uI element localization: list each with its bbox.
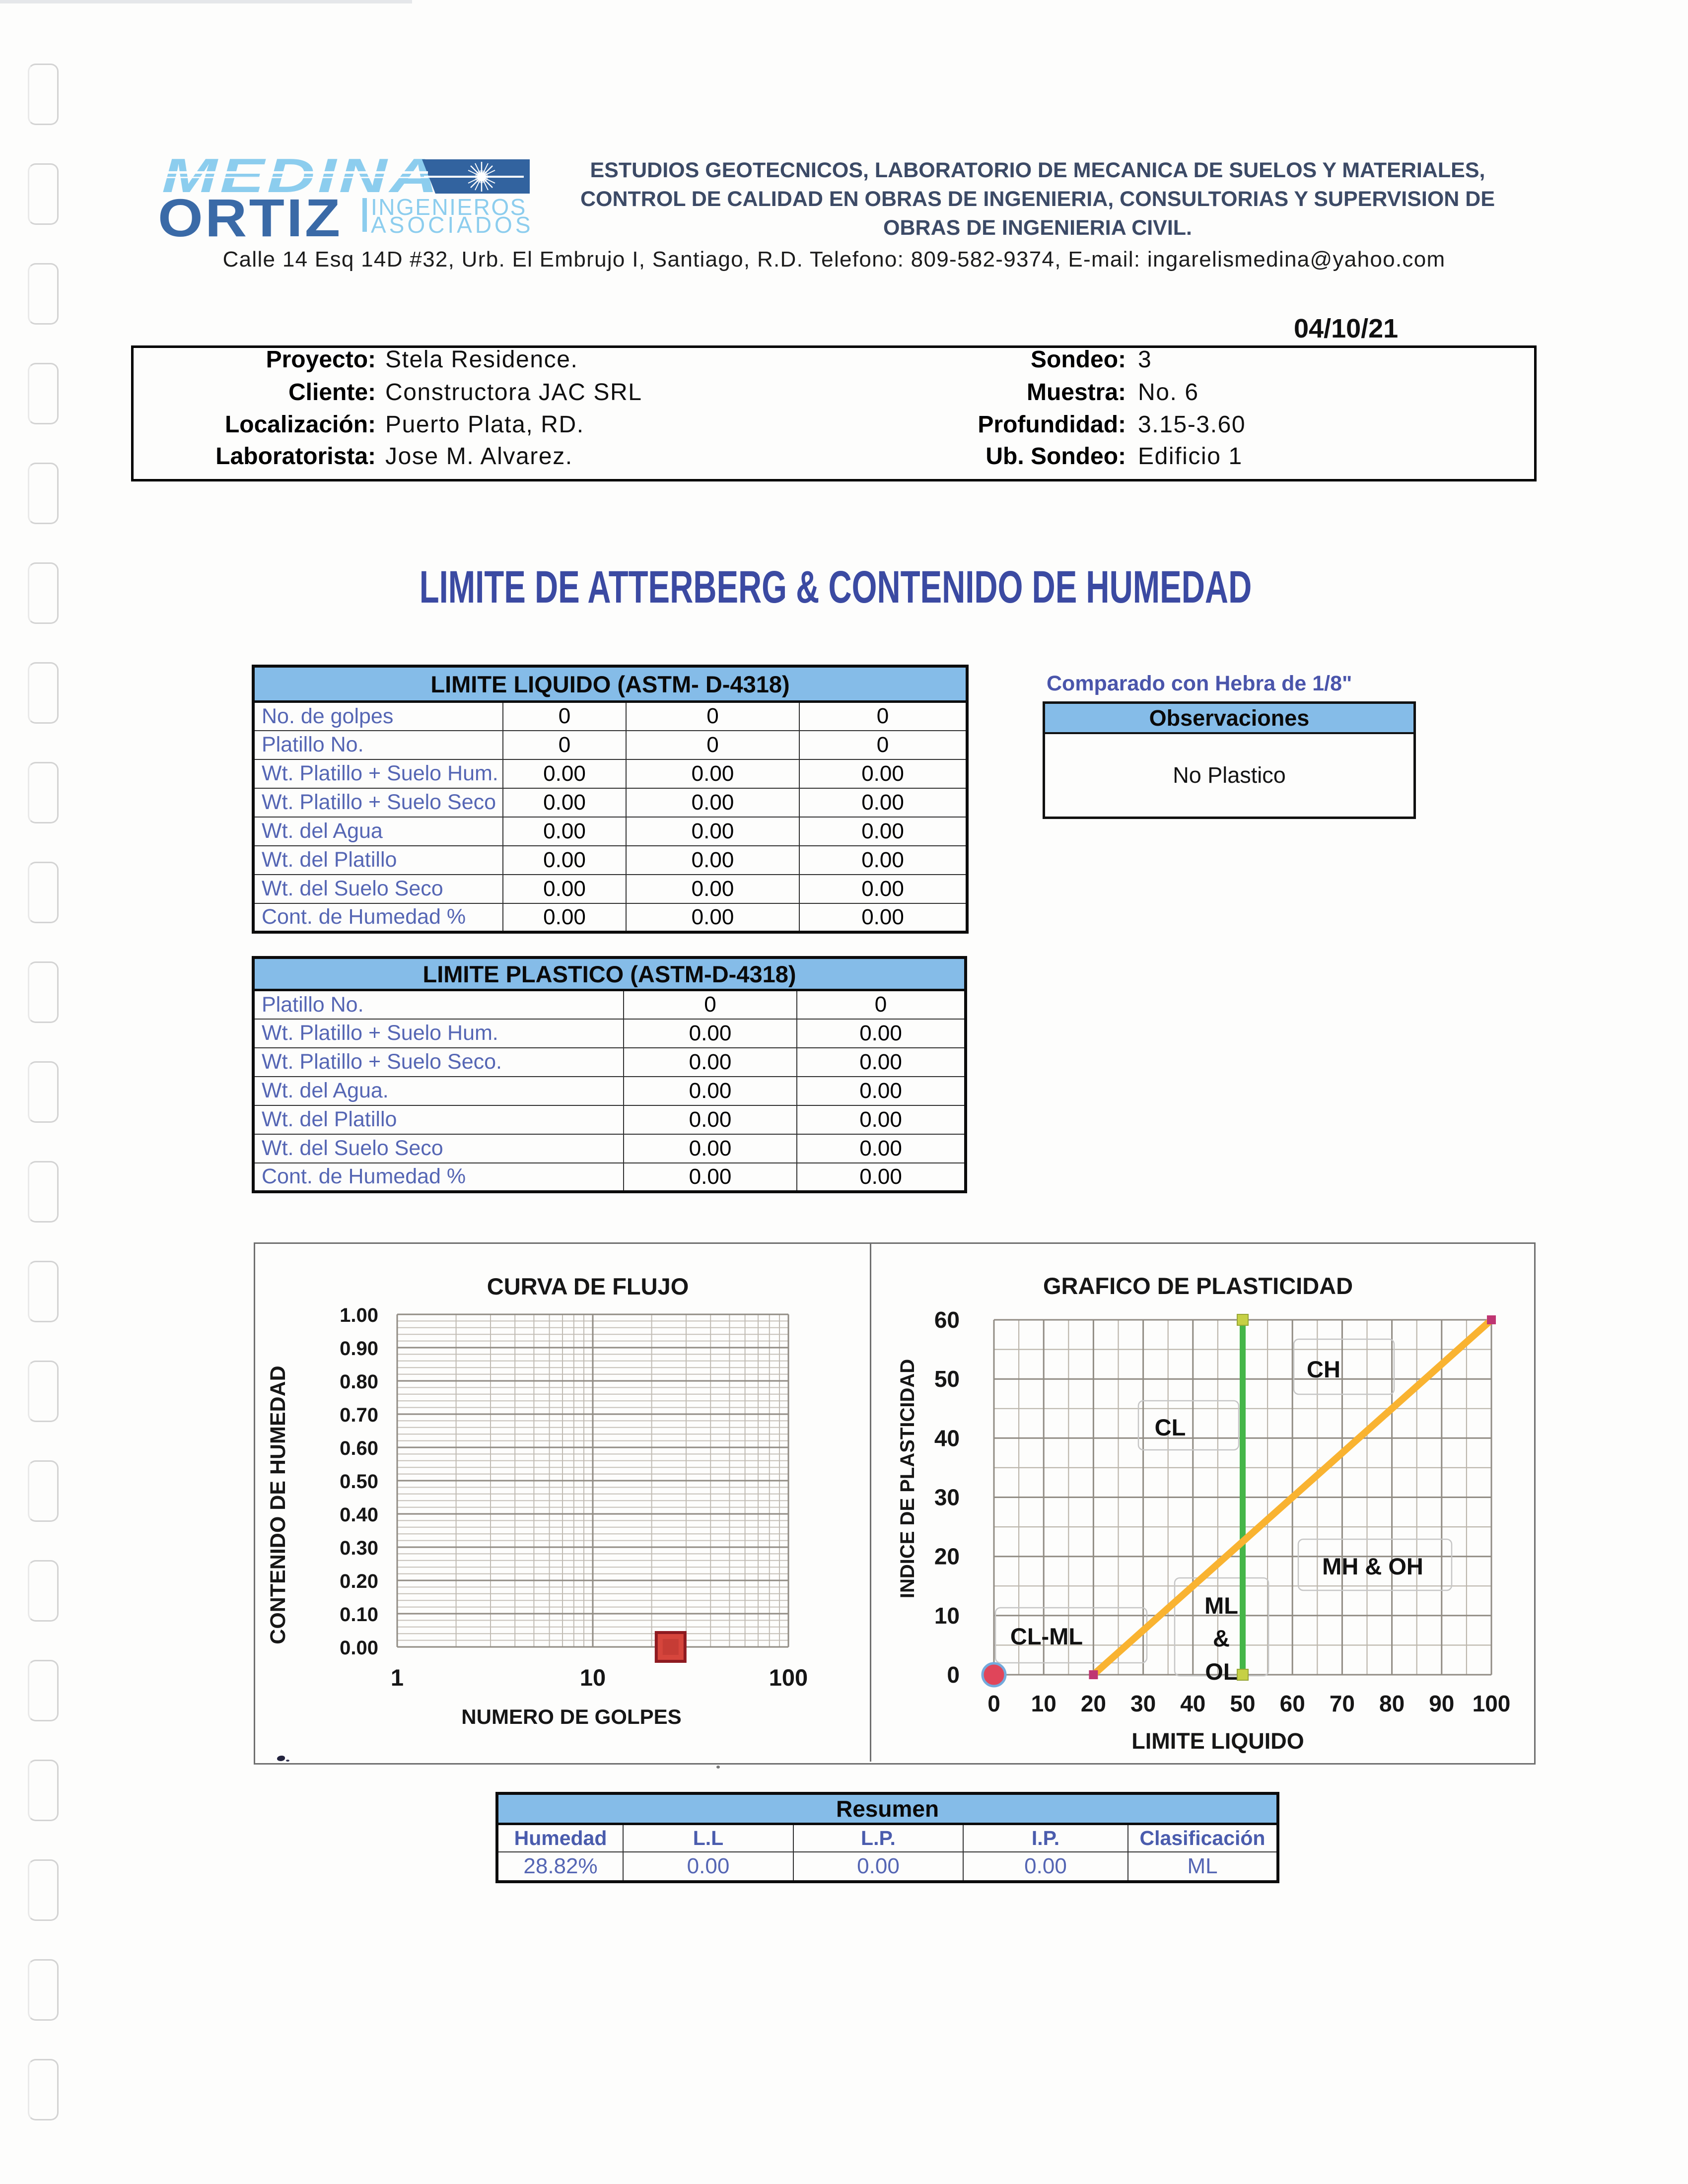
svg-text:20: 20	[1081, 1691, 1106, 1716]
svg-text:CH: CH	[1307, 1356, 1340, 1382]
svg-text:GRAFICO DE PLASTICIDAD: GRAFICO DE PLASTICIDAD	[1043, 1273, 1353, 1299]
svg-text:0.20: 0.20	[340, 1570, 378, 1592]
svg-text:20: 20	[934, 1544, 960, 1570]
svg-text:NUMERO DE GOLPES: NUMERO DE GOLPES	[461, 1705, 681, 1728]
svg-text:CL-ML: CL-ML	[1010, 1623, 1083, 1649]
svg-text:0.30: 0.30	[340, 1537, 378, 1559]
svg-text:OL: OL	[1205, 1658, 1237, 1685]
svg-text:40: 40	[1180, 1691, 1205, 1716]
svg-text:50: 50	[934, 1366, 960, 1392]
svg-text:1.00: 1.00	[340, 1304, 378, 1326]
svg-text:0.60: 0.60	[340, 1437, 378, 1459]
svg-text:CONTENIDO DE HUMEDAD: CONTENIDO DE HUMEDAD	[266, 1365, 290, 1644]
svg-text:60: 60	[1280, 1691, 1305, 1716]
svg-text:0.70: 0.70	[340, 1404, 378, 1426]
svg-text:1: 1	[391, 1664, 404, 1691]
svg-text:10: 10	[1031, 1691, 1056, 1716]
svg-text:0.40: 0.40	[340, 1504, 378, 1526]
svg-text:0: 0	[987, 1691, 1000, 1716]
svg-text:MH & OH: MH & OH	[1322, 1553, 1423, 1579]
svg-text:0.90: 0.90	[340, 1338, 378, 1360]
svg-text:ML: ML	[1204, 1592, 1238, 1619]
svg-text:10: 10	[934, 1603, 960, 1629]
svg-text:0.00: 0.00	[340, 1637, 378, 1659]
svg-text:100: 100	[1473, 1691, 1511, 1716]
svg-text:100: 100	[769, 1664, 808, 1691]
svg-text:0.80: 0.80	[340, 1371, 378, 1393]
svg-text:0.50: 0.50	[340, 1471, 378, 1493]
svg-text:90: 90	[1429, 1691, 1454, 1716]
svg-text:60: 60	[934, 1307, 960, 1333]
svg-text:70: 70	[1330, 1691, 1355, 1716]
svg-text:CL: CL	[1155, 1414, 1186, 1440]
svg-text:CURVA DE FLUJO: CURVA DE FLUJO	[487, 1273, 689, 1299]
svg-text:0: 0	[947, 1662, 960, 1688]
svg-text:30: 30	[1130, 1691, 1156, 1716]
svg-text:50: 50	[1230, 1691, 1255, 1716]
svg-text:80: 80	[1379, 1691, 1405, 1716]
svg-text:10: 10	[580, 1664, 606, 1691]
svg-text:40: 40	[934, 1425, 960, 1451]
svg-text:&: &	[1213, 1625, 1230, 1651]
svg-text:0.10: 0.10	[340, 1604, 378, 1626]
svg-text:LIMITE LIQUIDO: LIMITE LIQUIDO	[1131, 1728, 1304, 1754]
svg-text:30: 30	[934, 1485, 960, 1510]
svg-text:INDICE DE PLASTICIDAD: INDICE DE PLASTICIDAD	[897, 1359, 918, 1598]
